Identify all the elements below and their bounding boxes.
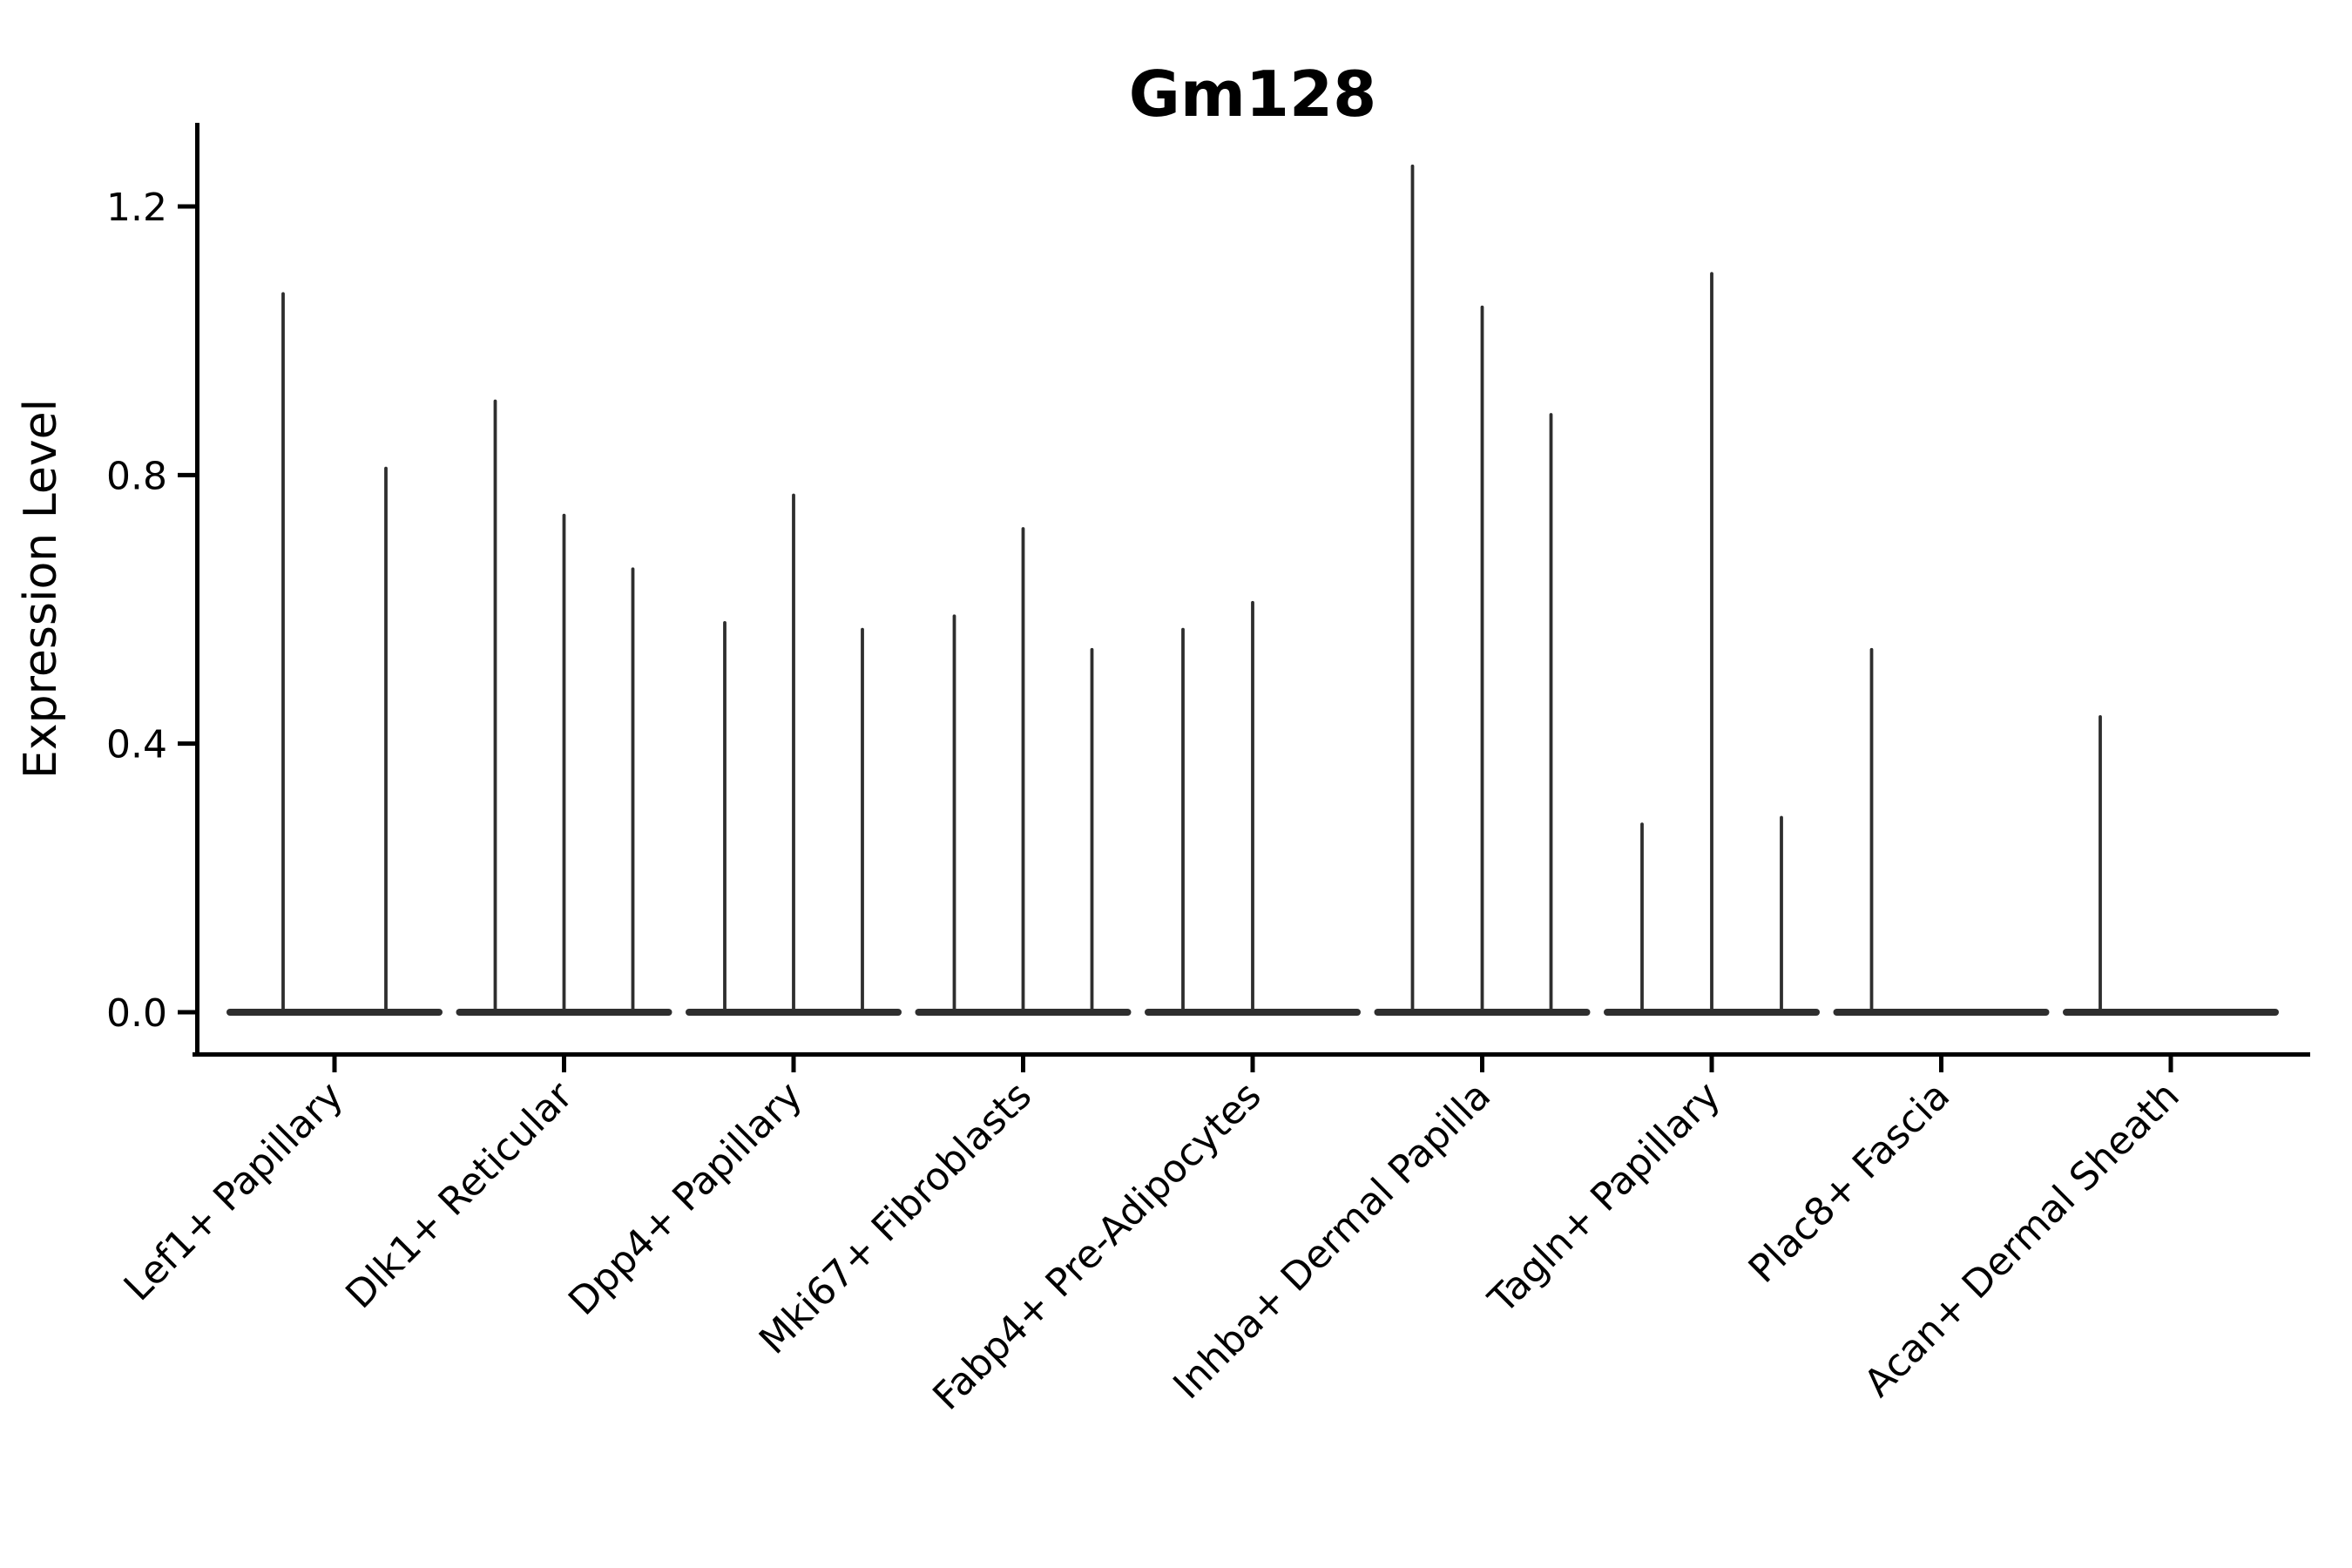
chart-title: Gm128 — [1129, 57, 1376, 131]
violin-base-body — [456, 1009, 672, 1016]
violin-base-body — [1374, 1009, 1591, 1016]
violin-base-body — [1145, 1009, 1361, 1016]
x-tick-label: Dlk1+ Reticular — [337, 1073, 582, 1318]
x-tick-label: Plac8+ Fascia — [1740, 1073, 1959, 1292]
violin-base-body — [226, 1009, 443, 1016]
y-tick-label: 1.2 — [106, 186, 167, 230]
violin-base-body — [1833, 1009, 2050, 1016]
violin-base-body — [1604, 1009, 1820, 1016]
y-axis-label: Expression Level — [15, 399, 67, 779]
x-tick-label: Dpp4+ Papillary — [560, 1073, 811, 1324]
x-tick-label: Lef1+ Papillary — [116, 1073, 352, 1309]
violin-base-body — [686, 1009, 902, 1016]
y-tick-label: 0.4 — [106, 723, 167, 767]
violin-base-body — [2063, 1009, 2279, 1016]
x-tick-label: Tagln+ Papillary — [1480, 1073, 1729, 1322]
y-tick-label: 0.0 — [106, 991, 167, 1036]
y-tick-label: 0.8 — [106, 454, 167, 498]
violin-base-body — [915, 1009, 1132, 1016]
